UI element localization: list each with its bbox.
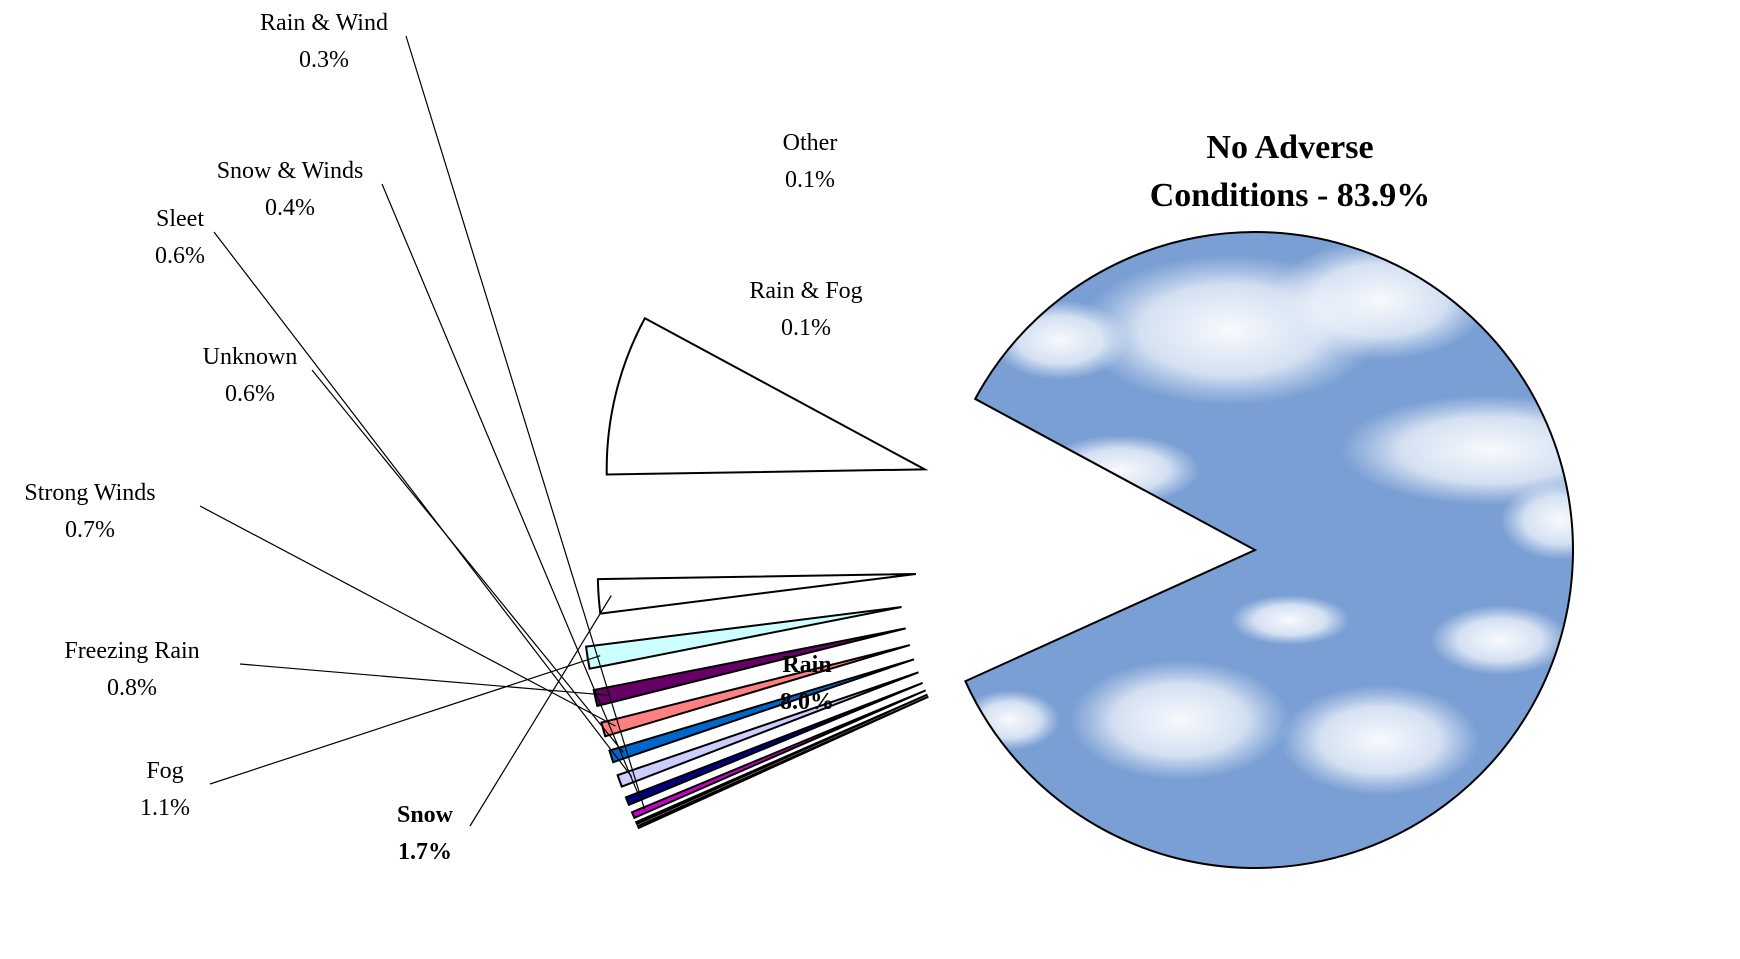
slice-fog — [584, 606, 902, 670]
label-rain-and-fog: Rain & Fog 0.1% — [749, 278, 862, 341]
slice-label-value: Conditions - 83.9% — [1150, 177, 1431, 214]
slice-rain-and-fog — [636, 695, 929, 830]
slice-label-value: 0.8% — [107, 675, 157, 701]
label-sleet: Sleet 0.6% — [155, 206, 205, 269]
slice-label-value: 1.1% — [140, 795, 190, 821]
leader-line-freezing-rain — [239, 663, 608, 696]
label-snow-and-winds: Snow & Winds 0.4% — [217, 158, 364, 221]
slice-label-name: Rain & Wind — [260, 10, 388, 36]
slice-label-value: 0.4% — [265, 195, 315, 221]
slice-label-name: Fog — [146, 758, 183, 784]
slice-label-value: 0.6% — [155, 243, 205, 269]
slice-label-value: 1.7% — [398, 839, 452, 865]
label-rain-and-wind: Rain & Wind 0.3% — [260, 10, 388, 73]
slice-labels: No Adverse Conditions - 83.9% Rain 8.0% Snow… — [24, 10, 1430, 865]
label-strong-winds: Strong Winds 0.7% — [24, 480, 155, 543]
slice-rain-and-wind — [630, 689, 927, 820]
leader-line-rain-and-wind — [405, 35, 646, 811]
slice-label-name: Snow — [397, 802, 454, 828]
leader-line-unknown — [311, 369, 624, 753]
label-fog: Fog 1.1% — [140, 758, 190, 821]
slice-snow — [596, 572, 916, 615]
label-unknown: Unknown 0.6% — [203, 344, 298, 407]
slice-label-value: 0.6% — [225, 381, 275, 407]
pie-slices — [584, 231, 1574, 869]
slice-rain — [605, 316, 929, 476]
leader-line-snow-and-winds — [381, 183, 640, 797]
label-no-adverse-conditions: No Adverse Conditions - 83.9% — [1150, 129, 1431, 214]
slice-label-value: 0.1% — [785, 167, 835, 193]
leader-line-fog — [209, 655, 601, 785]
leader-line-snow — [469, 595, 612, 827]
slice-unknown — [608, 658, 915, 764]
slice-label-name: Snow & Winds — [217, 158, 364, 184]
slice-other — [634, 693, 928, 826]
slice-label-name: Rain — [782, 652, 831, 678]
label-snow: Snow 1.7% — [397, 802, 454, 865]
slice-snow-and-winds — [624, 682, 923, 807]
slice-label-name: Unknown — [203, 344, 298, 370]
leader-line-sleet — [213, 231, 633, 777]
slice-freezing-rain — [592, 627, 906, 708]
slice-label-name: No Adverse — [1206, 129, 1373, 166]
slice-strong-winds — [600, 644, 911, 738]
slice-sleet — [616, 671, 919, 788]
slice-label-value: 0.3% — [299, 47, 349, 73]
label-rain: Rain 8.0% — [780, 652, 834, 715]
label-freezing-rain: Freezing Rain 0.8% — [64, 638, 199, 701]
label-other: Other 0.1% — [783, 130, 838, 193]
slice-label-name: Sleet — [156, 206, 204, 232]
slice-label-name: Strong Winds — [24, 480, 155, 506]
leader-lines — [199, 35, 646, 827]
slice-label-value: 8.0% — [780, 689, 834, 715]
slice-label-name: Other — [783, 130, 838, 156]
slice-no-adverse-conditions — [964, 231, 1574, 869]
slice-label-name: Freezing Rain — [64, 638, 199, 664]
slice-label-value: 0.1% — [781, 315, 831, 341]
slice-label-name: Rain & Fog — [749, 278, 862, 304]
leader-line-strong-winds — [199, 505, 616, 727]
slice-label-value: 0.7% — [65, 517, 115, 543]
